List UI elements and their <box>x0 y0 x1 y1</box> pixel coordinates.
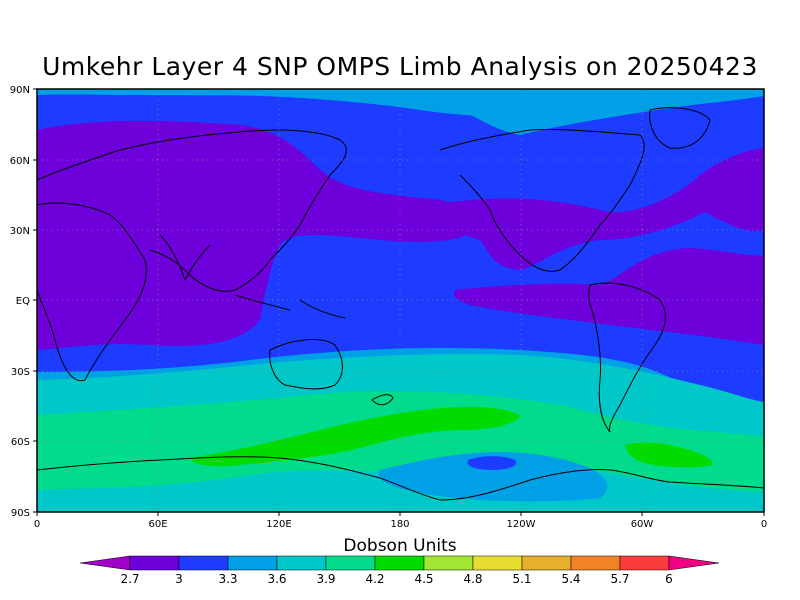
colorbar-swatch <box>472 555 523 571</box>
colorbar-label: 5.1 <box>512 572 531 586</box>
colorbar-arrow-left <box>79 555 131 571</box>
colorbar-swatch <box>374 555 425 571</box>
colorbar-label: 4.8 <box>463 572 482 586</box>
graticule <box>37 89 764 512</box>
colorbar-label: 6 <box>665 572 673 586</box>
lon-label-120e: 120E <box>266 519 291 530</box>
colorbar-label: 5.7 <box>610 572 629 586</box>
lat-label-30n: 30N <box>10 226 30 237</box>
lon-ticks <box>36 512 765 516</box>
north-america-coast <box>439 128 645 272</box>
colorbar-swatch <box>178 555 229 571</box>
coastlines <box>37 107 764 501</box>
band-2p7-west <box>37 120 480 350</box>
lat-label-60n: 60N <box>10 156 30 167</box>
antarctica-coast <box>37 456 764 501</box>
band-4p2-east <box>625 442 713 468</box>
lon-label-180: 180 <box>390 519 409 530</box>
colorbar: 2.7 3 3.3 3.6 3.9 4.2 4.5 4.8 5.1 5.4 5.7 6 <box>79 555 720 586</box>
band-2p7-north <box>320 148 764 270</box>
lon-label-60w: 60W <box>631 519 654 530</box>
lat-label-eq: EQ <box>16 296 30 307</box>
lat-labels: 90N 60N 30N EQ 30S 60S 90S <box>10 85 30 519</box>
nz-coast <box>371 394 394 406</box>
indonesia-coast <box>234 294 346 319</box>
colorbar-swatch <box>129 555 180 571</box>
map-title: Umkehr Layer 4 SNP OMPS Limb Analysis on… <box>42 52 758 81</box>
colorbar-label: 3.6 <box>267 572 286 586</box>
band-2p7-east <box>453 248 764 345</box>
lon-label-0-left: 0 <box>34 519 40 530</box>
lon-labels: 0 60E 120E 180 120W 60W 0 <box>34 519 767 530</box>
africa-coast <box>37 202 147 382</box>
colorbar-swatch <box>325 555 376 571</box>
lat-label-90s: 90S <box>11 508 30 519</box>
colorbar-swatch <box>423 555 474 571</box>
colorbar-label: 4.5 <box>414 572 433 586</box>
lat-label-90n: 90N <box>10 85 30 96</box>
colorbar-label: 3.3 <box>218 572 237 586</box>
colorbar-label: 2.7 <box>120 572 139 586</box>
india-coast <box>159 234 211 282</box>
colorbar-swatch <box>521 555 572 571</box>
south-america-coast <box>588 282 666 433</box>
eurasia-coast <box>37 129 347 292</box>
colorbar-label: 3.9 <box>316 572 335 586</box>
contour-field <box>37 89 764 512</box>
band-4p2-main <box>190 406 520 467</box>
colorbar-swatch <box>619 555 670 571</box>
colorbar-swatch <box>276 555 327 571</box>
band-3p3-polar <box>467 456 517 470</box>
lat-ticks <box>33 88 37 513</box>
colorbar-swatch <box>227 555 278 571</box>
colorbar-label: 4.2 <box>365 572 384 586</box>
colorbar-label: 5.4 <box>561 572 580 586</box>
colorbar-title: Dobson Units <box>343 536 457 556</box>
lon-label-120w: 120W <box>507 519 536 530</box>
lat-label-60s: 60S <box>11 437 30 448</box>
lon-label-0-right: 0 <box>761 519 767 530</box>
lat-label-30s: 30S <box>11 367 30 378</box>
greenland-coast <box>649 107 711 149</box>
lon-label-60e: 60E <box>148 519 167 530</box>
australia-coast <box>269 339 343 390</box>
colorbar-swatch <box>570 555 621 571</box>
colorbar-arrow-right <box>668 555 720 571</box>
band-3p3-arctic <box>37 89 764 135</box>
band-3p6-polar <box>378 452 608 502</box>
colorbar-label: 3 <box>175 572 183 586</box>
